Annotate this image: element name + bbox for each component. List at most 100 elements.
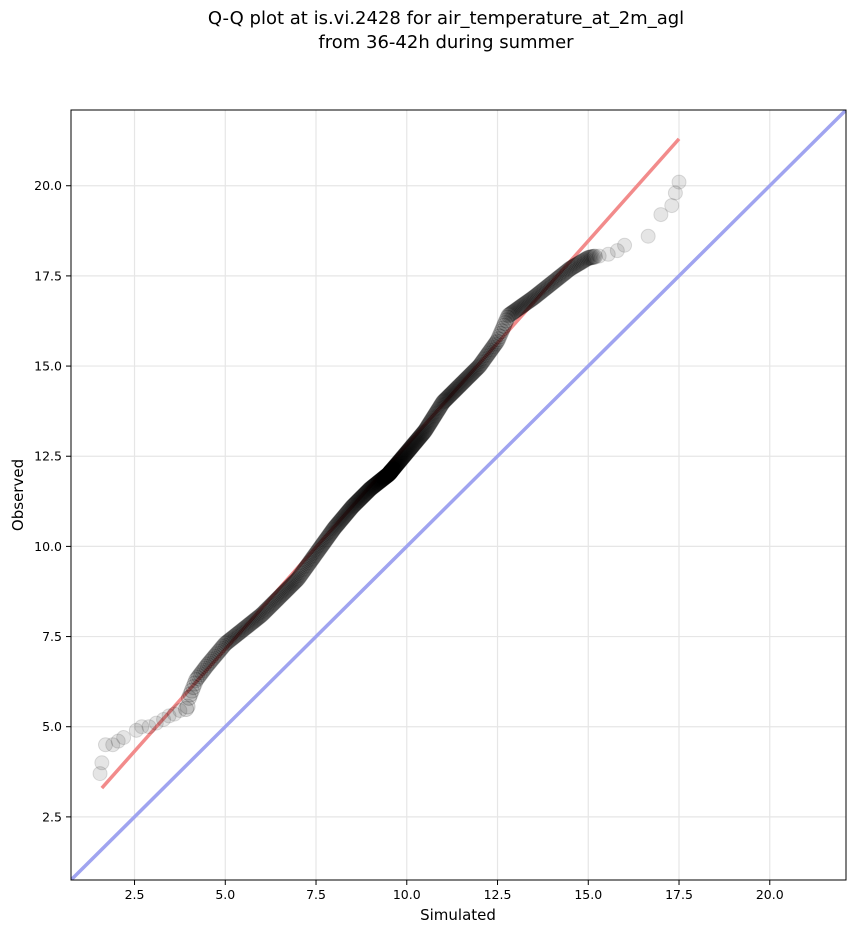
y-tick-label: 20.0 <box>34 178 62 193</box>
qq-point <box>667 185 683 201</box>
qq-point <box>371 473 388 490</box>
qq-point <box>345 497 362 514</box>
qq-point <box>463 366 480 383</box>
qq-point <box>317 532 334 549</box>
qq-point <box>385 460 402 477</box>
qq-point <box>445 383 462 400</box>
qq-point <box>339 504 356 521</box>
qq-point <box>285 574 302 591</box>
qq-point <box>521 292 538 309</box>
qq-point <box>572 254 589 271</box>
reference-lines <box>71 110 846 880</box>
qq-point <box>256 603 273 620</box>
qq-point <box>313 537 330 554</box>
x-tick-label: 10.0 <box>393 887 421 902</box>
qq-point <box>366 477 383 494</box>
qq-point <box>581 249 598 266</box>
qq-point <box>388 456 405 473</box>
qq-point <box>226 628 243 645</box>
qq-point <box>408 433 425 450</box>
qq-point <box>105 737 121 753</box>
qq-point <box>264 596 281 613</box>
qq-point <box>192 666 209 683</box>
qq-point <box>185 679 202 696</box>
qq-point <box>484 339 501 356</box>
qq-point <box>360 482 377 499</box>
qq-point <box>200 655 217 672</box>
qq-point <box>182 686 199 703</box>
x-tick-label: 5.0 <box>215 887 235 902</box>
fit-line <box>100 137 681 790</box>
qq-point <box>526 288 543 305</box>
qq-point <box>346 496 363 513</box>
qq-point <box>417 422 434 439</box>
qq-point <box>416 423 433 440</box>
qq-point <box>400 443 417 460</box>
qq-point <box>396 447 413 464</box>
y-axis-ticks: 2.5 5.0 7.5 10.0 12.5 15.0 17.5 20.0 <box>34 178 71 824</box>
qq-point <box>579 250 596 267</box>
qq-point <box>310 541 327 558</box>
qq-point <box>421 416 438 433</box>
qq-point <box>283 577 300 594</box>
qq-point <box>457 371 474 388</box>
qq-point <box>420 417 437 434</box>
qq-point <box>399 443 416 460</box>
qq-point <box>367 477 384 494</box>
qq-point <box>354 488 371 505</box>
qq-point <box>379 467 396 484</box>
qq-point <box>202 653 219 670</box>
qq-point <box>476 350 493 367</box>
qq-point <box>478 347 495 364</box>
qq-point <box>407 434 424 451</box>
x-tick-label: 17.5 <box>665 887 693 902</box>
qq-point <box>575 252 592 269</box>
qq-point <box>347 495 364 512</box>
qq-point <box>376 469 393 486</box>
qq-point <box>374 471 391 488</box>
qq-point <box>276 583 293 600</box>
qq-point <box>404 438 421 455</box>
y-tick-label: 2.5 <box>42 809 62 824</box>
y-tick-label: 17.5 <box>34 268 62 283</box>
qq-point <box>443 385 460 402</box>
qq-point <box>428 404 445 421</box>
qq-point <box>172 702 188 718</box>
qq-point <box>355 487 372 504</box>
qq-point <box>543 275 560 292</box>
qq-point <box>491 328 508 345</box>
qq-point <box>402 440 419 457</box>
qq-point <box>292 567 309 584</box>
identity-line <box>71 110 846 880</box>
qq-point <box>494 320 511 337</box>
scatter-points <box>92 174 687 782</box>
qq-point <box>531 284 548 301</box>
qq-point <box>218 634 235 651</box>
qq-point <box>426 408 443 425</box>
qq-point <box>509 301 526 318</box>
qq-point <box>406 434 423 451</box>
qq-point <box>394 450 411 467</box>
qq-point <box>451 378 468 395</box>
qq-point <box>307 545 324 562</box>
qq-point <box>501 306 518 323</box>
qq-point <box>272 588 289 605</box>
qq-point <box>403 438 420 455</box>
y-tick-label: 7.5 <box>42 629 62 644</box>
qq-point <box>364 478 381 495</box>
qq-point <box>259 601 276 618</box>
qq-point <box>576 251 593 268</box>
qq-point <box>434 395 451 412</box>
qq-point <box>436 392 453 409</box>
qq-point <box>334 510 351 527</box>
qq-point <box>561 261 578 278</box>
qq-point <box>472 356 489 373</box>
qq-point <box>497 315 514 332</box>
qq-point <box>474 353 491 370</box>
qq-point <box>342 500 359 517</box>
qq-point <box>308 544 325 561</box>
qq-point <box>397 445 414 462</box>
qq-point <box>453 376 470 393</box>
qq-point <box>370 474 387 491</box>
qq-point <box>540 277 557 294</box>
